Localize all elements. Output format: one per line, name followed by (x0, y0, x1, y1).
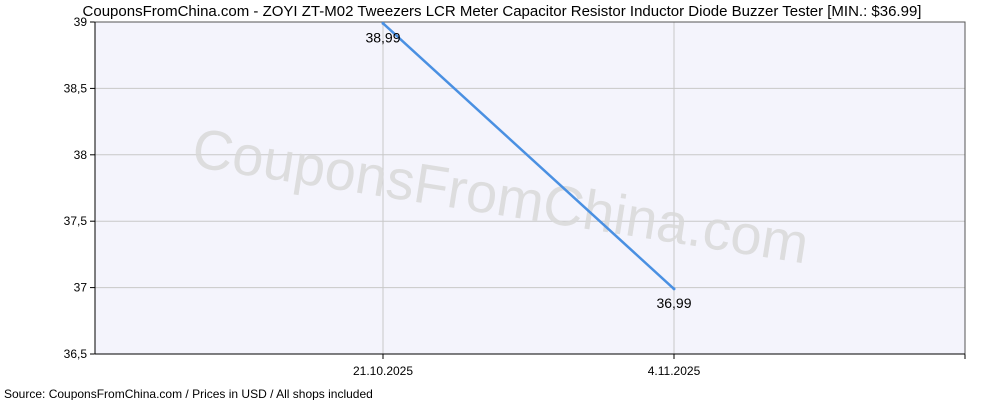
x-tick-label: 4.11.2025 (648, 364, 701, 378)
data-label: 36,99 (656, 295, 691, 311)
chart-footer: Source: CouponsFromChina.com / Prices in… (4, 387, 373, 400)
data-point (672, 287, 676, 291)
y-tick-label: 39 (74, 15, 88, 29)
data-label: 38,99 (365, 29, 400, 45)
x-tick-label: 21.10.2025 (353, 364, 413, 378)
y-tick-label: 38 (74, 148, 88, 162)
chart-title: CouponsFromChina.com - ZOYI ZT-M02 Tweez… (83, 3, 922, 20)
y-tick-label: 36,5 (64, 347, 88, 361)
data-point (381, 21, 385, 25)
y-tick-label: 37,5 (64, 214, 88, 228)
series-line (382, 22, 675, 290)
y-tick-label: 38,5 (64, 81, 88, 95)
y-tick-label: 37 (74, 281, 88, 295)
plot-background (95, 22, 965, 354)
